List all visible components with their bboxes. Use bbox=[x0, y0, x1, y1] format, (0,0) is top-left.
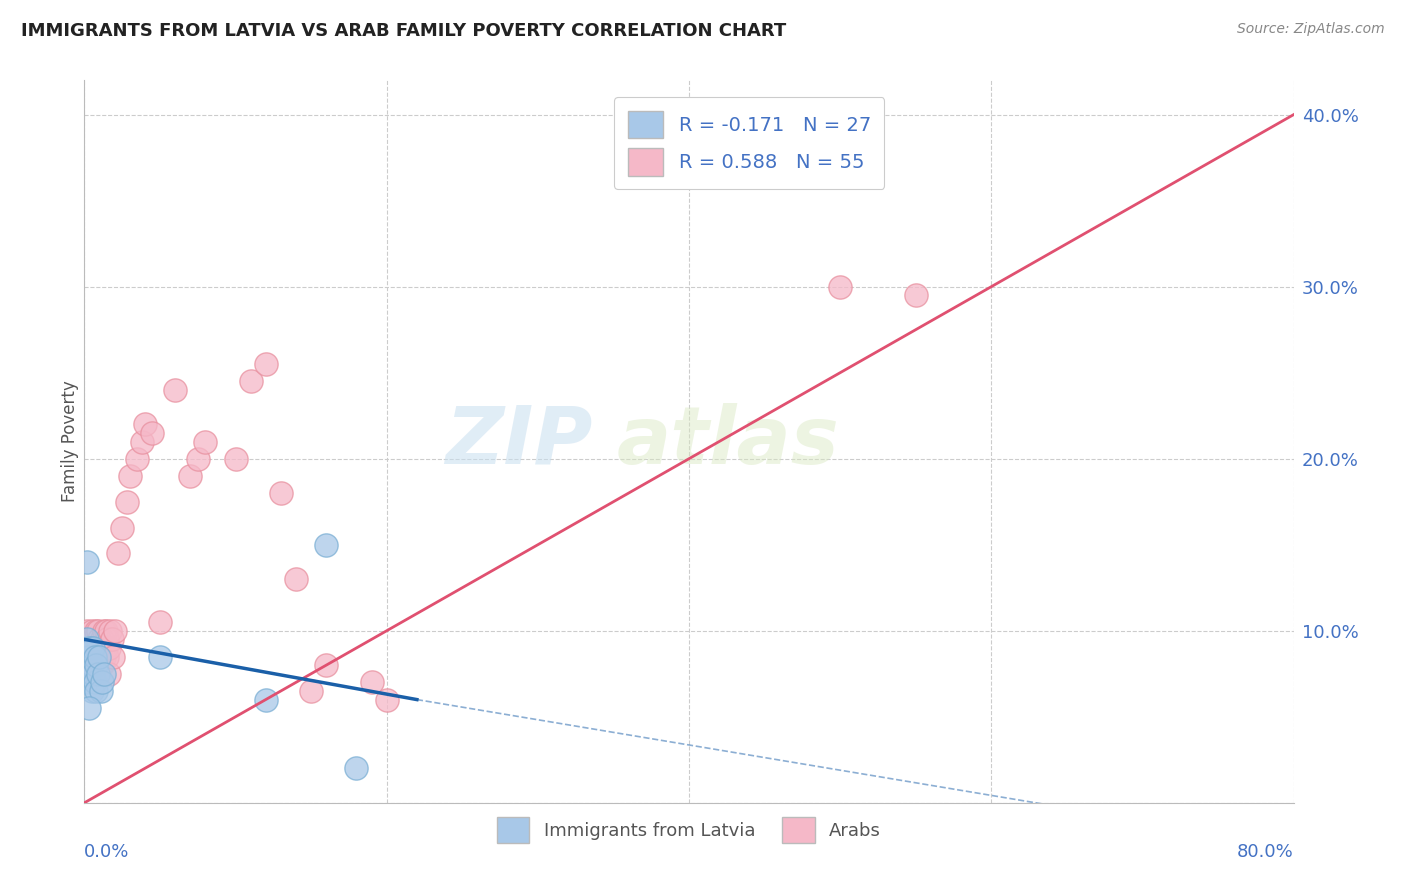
Point bbox=[77, 701, 100, 715]
Point bbox=[141, 425, 163, 440]
Text: 0.0%: 0.0% bbox=[84, 843, 129, 861]
Point bbox=[90, 684, 112, 698]
Text: 80.0%: 80.0% bbox=[1237, 843, 1294, 861]
Point bbox=[91, 632, 114, 647]
Point bbox=[97, 640, 120, 655]
Point bbox=[90, 640, 112, 655]
Point bbox=[82, 649, 104, 664]
Text: ZIP: ZIP bbox=[444, 402, 592, 481]
Point bbox=[375, 692, 398, 706]
Point bbox=[127, 451, 149, 466]
Point bbox=[104, 624, 127, 638]
Point bbox=[254, 692, 277, 706]
Point bbox=[107, 546, 129, 560]
Point bbox=[82, 640, 104, 655]
Point bbox=[830, 279, 852, 293]
Point bbox=[94, 624, 117, 638]
Point bbox=[93, 666, 115, 681]
Point bbox=[93, 649, 115, 664]
Point bbox=[149, 615, 172, 630]
Point bbox=[76, 555, 98, 569]
Point bbox=[360, 675, 382, 690]
Point bbox=[75, 658, 97, 673]
Legend: Immigrants from Latvia, Arabs: Immigrants from Latvia, Arabs bbox=[488, 808, 890, 852]
Point bbox=[76, 640, 98, 655]
Point bbox=[86, 624, 108, 638]
Point bbox=[84, 640, 107, 655]
Point bbox=[77, 666, 100, 681]
Point bbox=[89, 632, 111, 647]
Point bbox=[149, 649, 172, 664]
Point bbox=[285, 572, 308, 586]
Point bbox=[90, 658, 112, 673]
Point bbox=[98, 624, 121, 638]
Point bbox=[179, 469, 201, 483]
Point bbox=[84, 649, 107, 664]
Point bbox=[80, 624, 103, 638]
Point bbox=[80, 640, 103, 655]
Point bbox=[82, 632, 104, 647]
Point bbox=[225, 451, 247, 466]
Point bbox=[84, 649, 107, 664]
Point bbox=[270, 486, 292, 500]
Point bbox=[96, 649, 118, 664]
Point bbox=[80, 658, 103, 673]
Point bbox=[76, 632, 98, 647]
Point bbox=[187, 451, 209, 466]
Point bbox=[91, 658, 114, 673]
Point bbox=[254, 357, 277, 371]
Point bbox=[86, 684, 108, 698]
Point bbox=[79, 640, 101, 655]
Text: Source: ZipAtlas.com: Source: ZipAtlas.com bbox=[1237, 22, 1385, 37]
Point bbox=[87, 624, 110, 638]
Y-axis label: Family Poverty: Family Poverty bbox=[62, 381, 80, 502]
Point bbox=[118, 469, 141, 483]
Point bbox=[904, 288, 927, 302]
Point bbox=[94, 640, 117, 655]
Point bbox=[84, 675, 107, 690]
Point bbox=[80, 684, 103, 698]
Point bbox=[101, 649, 124, 664]
Point bbox=[79, 658, 101, 673]
Point bbox=[87, 649, 110, 664]
Point bbox=[194, 434, 217, 449]
Point bbox=[165, 383, 187, 397]
Point bbox=[86, 666, 108, 681]
Point bbox=[299, 684, 322, 698]
Point bbox=[79, 658, 101, 673]
Point bbox=[97, 666, 120, 681]
Point bbox=[239, 375, 262, 389]
Point bbox=[96, 632, 118, 647]
Point bbox=[76, 624, 98, 638]
Point bbox=[315, 538, 337, 552]
Point bbox=[111, 520, 134, 534]
Point bbox=[346, 761, 368, 775]
Point bbox=[100, 632, 122, 647]
Point bbox=[82, 666, 104, 681]
Point bbox=[77, 649, 100, 664]
Point bbox=[86, 658, 108, 673]
Point bbox=[89, 640, 111, 655]
Point bbox=[93, 624, 115, 638]
Text: IMMIGRANTS FROM LATVIA VS ARAB FAMILY POVERTY CORRELATION CHART: IMMIGRANTS FROM LATVIA VS ARAB FAMILY PO… bbox=[21, 22, 786, 40]
Point bbox=[131, 434, 153, 449]
Point bbox=[115, 494, 138, 508]
Point bbox=[89, 649, 111, 664]
Point bbox=[134, 417, 156, 432]
Point bbox=[87, 666, 110, 681]
Point bbox=[315, 658, 337, 673]
Point bbox=[75, 675, 97, 690]
Point bbox=[77, 632, 100, 647]
Point bbox=[91, 675, 114, 690]
Text: atlas: atlas bbox=[616, 402, 839, 481]
